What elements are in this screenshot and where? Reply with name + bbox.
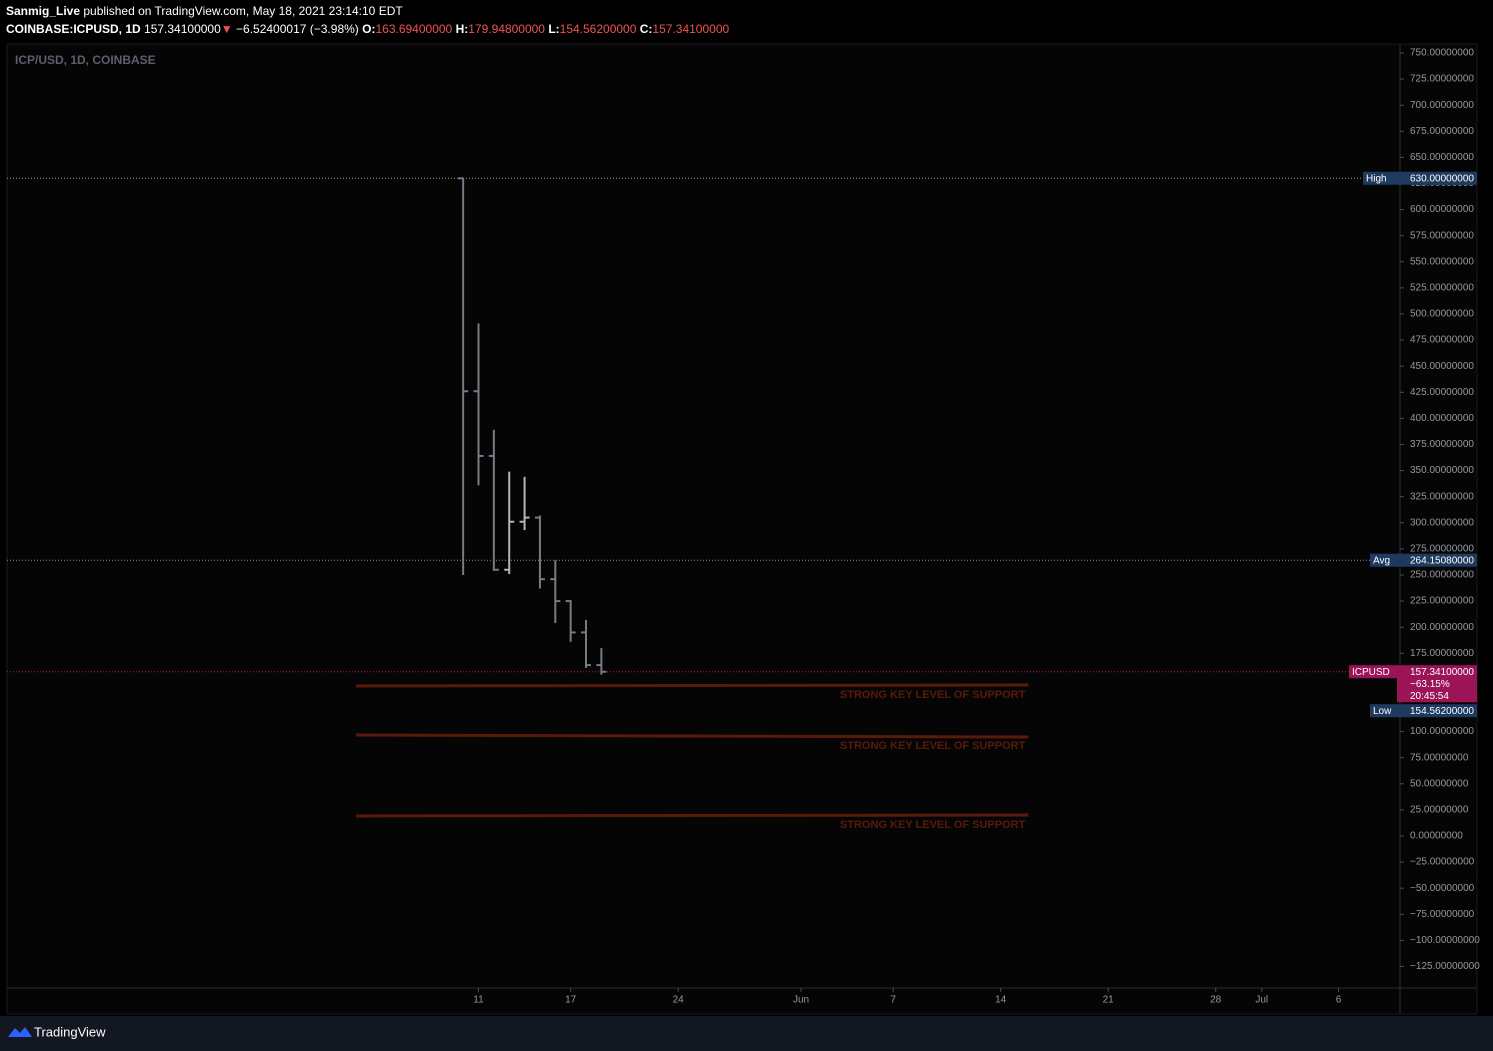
ohlc-value: 154.56200000 bbox=[559, 22, 637, 36]
support-line bbox=[356, 683, 1029, 688]
pane bbox=[6, 43, 1478, 1015]
level-value: 264.15080000 bbox=[1410, 555, 1474, 566]
y-tick-label: 175.00000000 bbox=[1410, 648, 1474, 659]
y-tick-label: 650.00000000 bbox=[1410, 152, 1474, 163]
level-value: 154.56200000 bbox=[1410, 706, 1474, 717]
y-tick-label: −25.00000000 bbox=[1410, 857, 1475, 868]
y-tick-label: 50.00000000 bbox=[1410, 778, 1469, 789]
x-tick-label: 7 bbox=[890, 995, 896, 1006]
arrow: ▼ bbox=[220, 22, 233, 36]
publish-line: Sanmig_Live published on TradingView.com… bbox=[6, 4, 403, 18]
x-tick-label: 14 bbox=[995, 995, 1007, 1006]
y-tick-label: −125.00000000 bbox=[1410, 961, 1480, 972]
ohlc-value: 179.94800000 bbox=[468, 22, 545, 36]
y-tick-label: 300.00000000 bbox=[1410, 517, 1474, 528]
level-value-box bbox=[1397, 553, 1477, 567]
x-tick-label: 11 bbox=[473, 995, 484, 1006]
y-tick-label: 400.00000000 bbox=[1410, 413, 1474, 424]
y-tick-label: −50.00000000 bbox=[1410, 883, 1475, 894]
ohlc-key: H: bbox=[455, 22, 469, 36]
x-tick-label: 6 bbox=[1336, 995, 1342, 1006]
level-name: Avg bbox=[1373, 555, 1390, 566]
ohlc: O:163.69400000 H:179.94800000 L:154.5620… bbox=[362, 22, 729, 36]
level-extra: −63.15% bbox=[1410, 679, 1450, 690]
y-tick-label: 425.00000000 bbox=[1410, 387, 1474, 398]
level-name: Low bbox=[1373, 706, 1392, 717]
y-tick-label: 275.00000000 bbox=[1410, 544, 1474, 555]
ohlc-value: 157.34100000 bbox=[652, 22, 730, 36]
y-tick-label: −75.00000000 bbox=[1410, 909, 1475, 920]
x-tick-label: Jul bbox=[1255, 995, 1268, 1006]
footer bbox=[0, 1016, 1493, 1051]
y-tick-label: 550.00000000 bbox=[1410, 256, 1474, 267]
y-tick-label: 500.00000000 bbox=[1410, 309, 1474, 320]
y-tick-label: 625.00000000 bbox=[1410, 178, 1474, 189]
change: −6.52400017 (−3.98%) bbox=[236, 22, 359, 36]
watermark: ICP/USD, 1D, COINBASE bbox=[15, 53, 156, 67]
level-name: High bbox=[1366, 173, 1387, 184]
published: published on TradingView.com, May 18, 20… bbox=[83, 4, 403, 18]
y-tick-label: 525.00000000 bbox=[1410, 283, 1474, 294]
y-tick-label: 725.00000000 bbox=[1410, 74, 1474, 85]
support-line bbox=[356, 813, 1029, 818]
level-name: ICPUSD bbox=[1352, 667, 1390, 678]
level-value: 630.00000000 bbox=[1410, 173, 1474, 184]
level-name-box bbox=[1349, 665, 1397, 679]
ohlc-key: L: bbox=[548, 22, 560, 36]
y-tick-label: 25.00000000 bbox=[1410, 805, 1469, 816]
x-tick-label: 24 bbox=[673, 995, 685, 1006]
level-name-box bbox=[1370, 553, 1397, 567]
symbol-line: COINBASE:ICPUSD, 1D 157.34100000▼ −6.524… bbox=[6, 22, 729, 36]
ohlc-key: O: bbox=[362, 22, 376, 36]
x-tick-label: 21 bbox=[1103, 995, 1115, 1006]
last: 157.34100000 bbox=[144, 22, 221, 36]
y-tick-label: 0.00000000 bbox=[1410, 831, 1463, 842]
y-tick-label: −100.00000000 bbox=[1410, 935, 1480, 946]
support-label: STRONG KEY LEVEL OF SUPPORT bbox=[840, 819, 1026, 831]
level-value: 157.34100000 bbox=[1410, 667, 1474, 678]
level-name-box bbox=[1363, 171, 1397, 185]
x-tick-label: 17 bbox=[565, 995, 577, 1006]
y-tick-label: 475.00000000 bbox=[1410, 335, 1474, 346]
y-tick-label: 350.00000000 bbox=[1410, 465, 1474, 476]
level-value-box bbox=[1397, 704, 1477, 718]
y-tick-label: 75.00000000 bbox=[1410, 752, 1469, 763]
x-tick-label: 28 bbox=[1210, 995, 1222, 1006]
logo bbox=[8, 1027, 32, 1037]
level-name-box bbox=[1370, 704, 1397, 718]
y-tick-label: 750.00000000 bbox=[1410, 48, 1474, 59]
y-tick-label: 450.00000000 bbox=[1410, 361, 1474, 372]
brand: TradingView bbox=[34, 1024, 106, 1039]
level-value-box bbox=[1397, 665, 1477, 703]
y-tick-label: 100.00000000 bbox=[1410, 726, 1474, 737]
support-label: STRONG KEY LEVEL OF SUPPORT bbox=[840, 740, 1026, 752]
publisher: Sanmig_Live bbox=[6, 4, 81, 18]
y-tick-label: 575.00000000 bbox=[1410, 230, 1474, 241]
symbol: COINBASE:ICPUSD, 1D bbox=[6, 22, 141, 36]
y-tick-label: 675.00000000 bbox=[1410, 126, 1474, 137]
y-tick-label: 325.00000000 bbox=[1410, 491, 1474, 502]
support-label: STRONG KEY LEVEL OF SUPPORT bbox=[840, 689, 1026, 701]
y-tick-label: 200.00000000 bbox=[1410, 622, 1474, 633]
y-tick-label: 375.00000000 bbox=[1410, 439, 1474, 450]
ohlc-value: 163.69400000 bbox=[375, 22, 453, 36]
support-line bbox=[356, 733, 1029, 739]
level-value-box bbox=[1397, 171, 1477, 185]
y-tick-label: 700.00000000 bbox=[1410, 100, 1474, 111]
y-tick-label: 250.00000000 bbox=[1410, 570, 1474, 581]
ohlc-key: C: bbox=[639, 22, 653, 36]
y-tick-label: 225.00000000 bbox=[1410, 596, 1474, 607]
x-tick-label: Jun bbox=[793, 995, 809, 1006]
level-extra: 20:45:54 bbox=[1410, 691, 1449, 702]
y-tick-label: 600.00000000 bbox=[1410, 204, 1474, 215]
